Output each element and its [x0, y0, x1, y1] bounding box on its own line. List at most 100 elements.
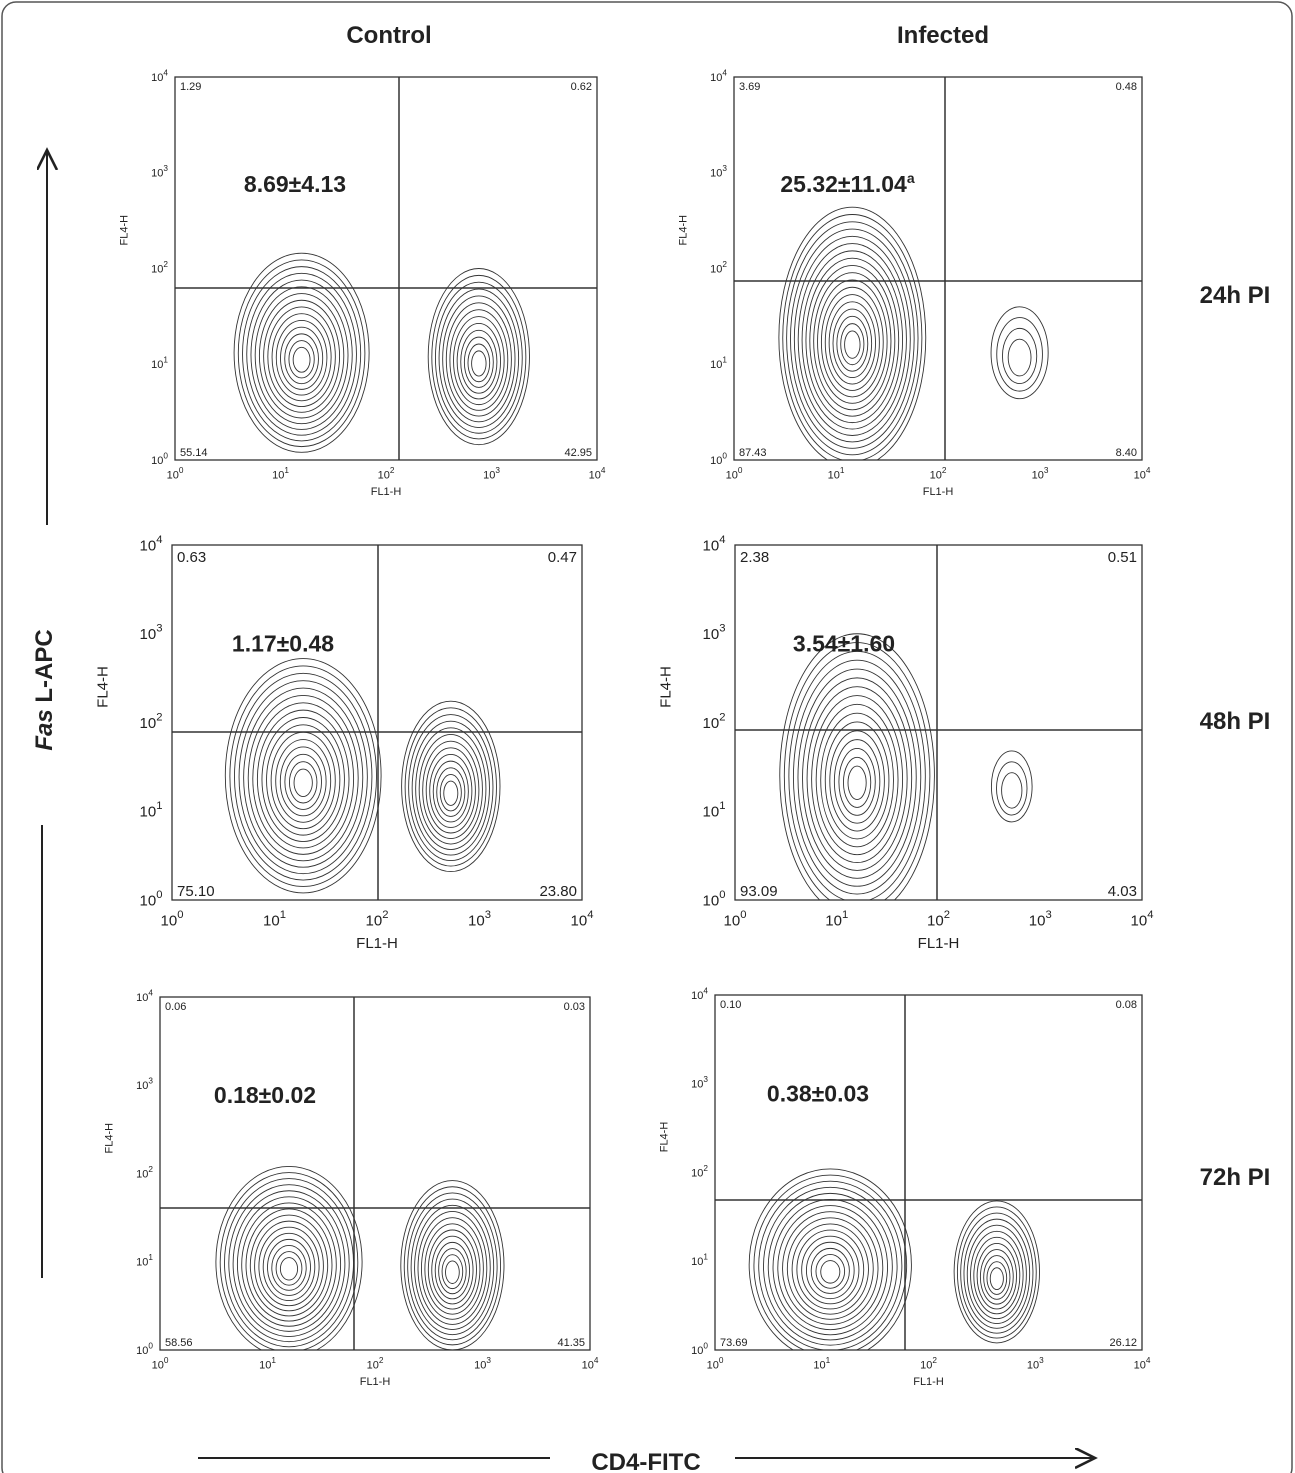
x-axis-label: FL1-H: [923, 486, 954, 498]
tick-exponent: 4: [594, 1356, 599, 1365]
x-axis-label: FL1-H: [371, 486, 402, 498]
contour: [983, 1255, 1011, 1300]
y-tick-label: 101: [710, 356, 727, 372]
tick-base: 10: [151, 168, 163, 180]
quadrant-percent: 0.62: [571, 81, 592, 93]
contour: [404, 707, 497, 867]
contour: [439, 773, 462, 812]
contour: [449, 309, 509, 411]
contour: [258, 293, 345, 419]
quadrant-percent: 41.35: [557, 1337, 585, 1349]
contours: [224, 658, 501, 894]
contour: [432, 760, 469, 823]
x-tick-label: 103: [1029, 909, 1052, 930]
tick-base: 10: [691, 1167, 703, 1179]
tick-exponent: 4: [163, 68, 168, 77]
contour: [467, 343, 491, 383]
contour: [840, 323, 865, 366]
contour: [275, 319, 328, 396]
tick-base: 10: [152, 1360, 164, 1372]
contours: [215, 1166, 505, 1350]
contour: [956, 1206, 1037, 1339]
quadrant-percent: 58.56: [165, 1337, 193, 1349]
tick-base: 10: [707, 1360, 719, 1372]
tick-base: 10: [726, 470, 738, 482]
contour: [233, 252, 370, 453]
x-tick-label: 104: [1131, 909, 1154, 930]
quadrant-percent: 0.47: [548, 549, 577, 566]
tick-base: 10: [927, 913, 944, 930]
contour: [414, 1204, 491, 1330]
tick-base: 10: [1134, 1360, 1146, 1372]
contour: [407, 1192, 498, 1341]
contour: [453, 316, 505, 406]
y-tick-label: 100: [151, 451, 168, 467]
contour: [401, 700, 501, 873]
contour: [796, 1229, 865, 1310]
quadrant-percent: 0.63: [177, 549, 206, 566]
y-tick-label: 104: [140, 534, 163, 555]
contour: [441, 1254, 464, 1290]
quadrant-percent: 55.14: [180, 447, 208, 459]
contour: [445, 1260, 460, 1284]
contour: [411, 720, 490, 856]
tick-base: 10: [828, 470, 840, 482]
x-axis-label: FL1-H: [918, 935, 960, 952]
tick-exponent: 0: [177, 909, 183, 921]
contour: [246, 272, 357, 436]
stat-value: 25.32±11.04: [780, 171, 907, 197]
contour: [262, 1232, 316, 1302]
x-axis-label: FL1-H: [360, 1376, 391, 1388]
contour: [249, 1214, 329, 1317]
tick-exponent: 2: [722, 260, 727, 269]
contour: [777, 1205, 884, 1331]
tick-base: 10: [136, 992, 148, 1004]
plot-box: [174, 76, 598, 461]
tick-exponent: 2: [942, 466, 947, 475]
contour: [431, 274, 527, 440]
contour: [1001, 772, 1023, 809]
column-header: Control: [346, 22, 431, 49]
tick-base: 10: [1131, 913, 1148, 930]
quadrant-percent: 2.38: [740, 549, 769, 566]
tick-exponent: 0: [156, 889, 162, 901]
tick-base: 10: [167, 470, 179, 482]
contour: [445, 302, 512, 417]
y-axis-title-rest: L-APC: [31, 629, 58, 702]
contour: [400, 1180, 505, 1350]
contour: [427, 1229, 477, 1310]
tick-base: 10: [483, 470, 495, 482]
tick-exponent: 3: [1045, 909, 1051, 921]
tick-base: 10: [161, 913, 178, 930]
y-tick-label: 104: [136, 988, 153, 1004]
tick-base: 10: [1134, 470, 1146, 482]
contour: [801, 1235, 860, 1305]
quadrant-percent: 8.40: [1116, 447, 1137, 459]
contour: [258, 1226, 320, 1307]
contour: [843, 756, 872, 808]
tick-exponent: 4: [1147, 909, 1153, 921]
contour: [963, 1218, 1031, 1329]
tick-exponent: 1: [842, 909, 848, 921]
tick-exponent: 1: [719, 800, 725, 812]
contour: [275, 1251, 303, 1286]
x-tick-label: 103: [1027, 1356, 1044, 1372]
tick-base: 10: [1029, 913, 1046, 930]
quadrant-percent: 0.48: [1116, 81, 1137, 93]
tick-base: 10: [691, 1345, 703, 1357]
stat: 25.32±11.04a: [780, 170, 914, 197]
plot-box: [714, 994, 1143, 1351]
tick-exponent: 0: [740, 909, 746, 921]
tick-exponent: 2: [156, 711, 162, 723]
quadrant-percent: 0.08: [1116, 999, 1137, 1011]
column-header: Infected: [897, 22, 989, 49]
contour: [247, 694, 359, 862]
tick-exponent: 1: [703, 1253, 708, 1262]
contour: [288, 340, 315, 379]
tick-base: 10: [1032, 470, 1044, 482]
tick-base: 10: [710, 455, 722, 467]
stat-value: 3.54±1.60: [793, 631, 895, 657]
y-tick-label: 103: [710, 164, 727, 180]
contour: [271, 313, 332, 402]
contour: [234, 672, 373, 881]
